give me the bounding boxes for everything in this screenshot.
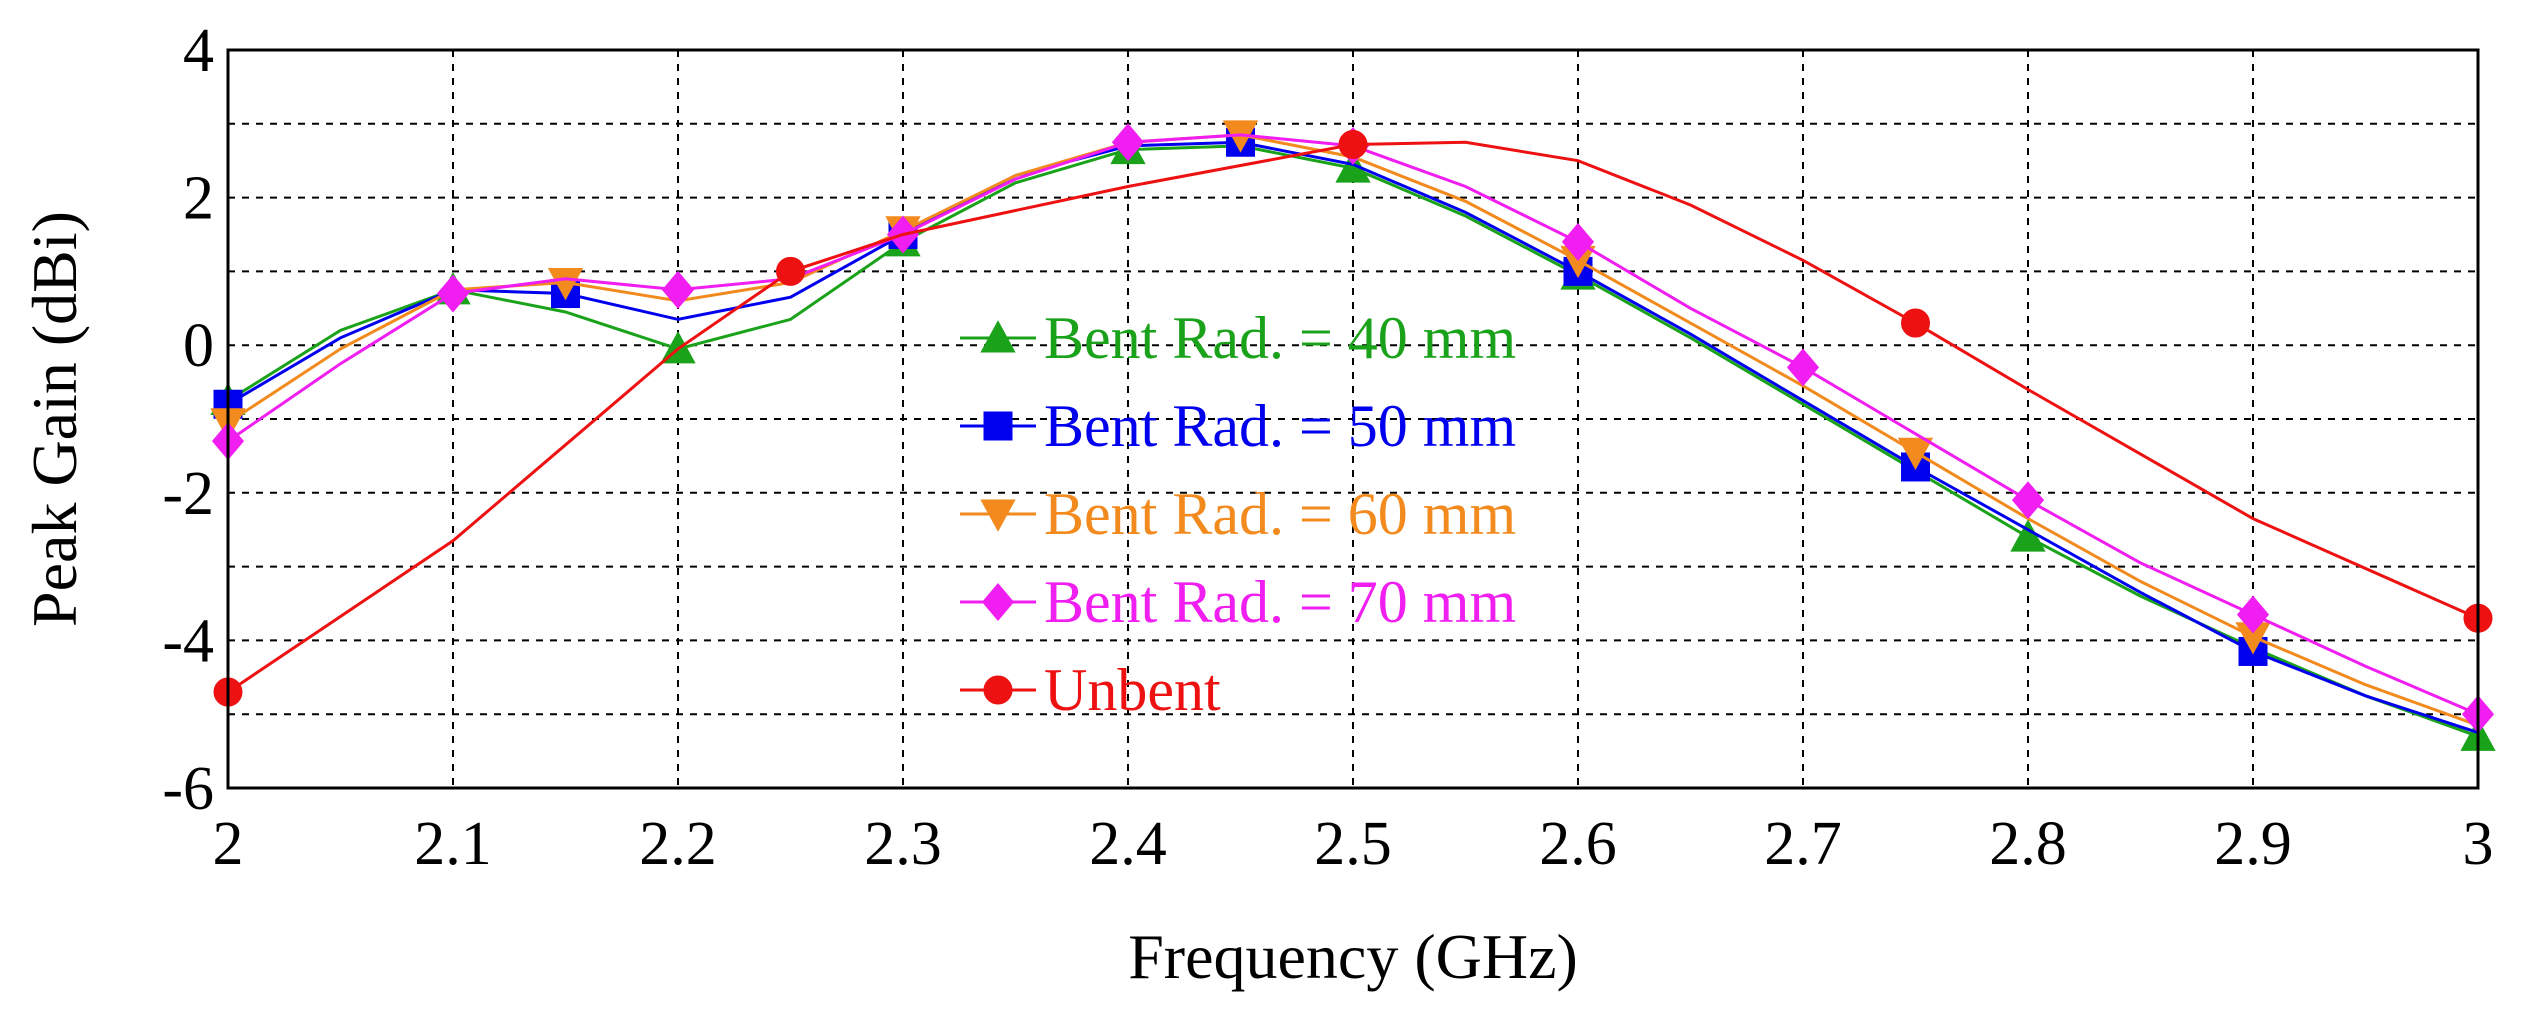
legend-label: Bent Rad. = 60 mm xyxy=(1044,481,1516,547)
data-point-marker xyxy=(2236,595,2270,634)
legend-label: Unbent xyxy=(1044,657,1221,723)
x-tick-label: 2.4 xyxy=(1089,810,1167,878)
legend-swatch-marker xyxy=(983,675,1013,705)
plot-frame xyxy=(226,48,2480,790)
x-tick-label: 2 xyxy=(213,810,244,878)
data-point-marker xyxy=(1786,348,1820,387)
y-tick-label: 4 xyxy=(183,17,214,85)
data-point-marker xyxy=(1111,123,1145,162)
x-tick-label: 2.8 xyxy=(1989,810,2067,878)
y-axis-title: Peak Gain (dBi) xyxy=(19,211,90,627)
legend-item: Bent Rad. = 50 mm xyxy=(960,393,1516,459)
x-tick-label: 2.9 xyxy=(2214,810,2292,878)
legend-label: Bent Rad. = 70 mm xyxy=(1044,569,1516,635)
legend-item: Bent Rad. = 40 mm xyxy=(960,305,1516,371)
legend-label: Bent Rad. = 40 mm xyxy=(1044,305,1516,371)
legend-swatch-marker xyxy=(980,499,1016,532)
legend-item: Bent Rad. = 60 mm xyxy=(960,481,1516,547)
legend-swatch-marker xyxy=(981,583,1015,621)
series-line xyxy=(227,140,2479,694)
x-tick-label: 2.7 xyxy=(1764,810,1842,878)
data-point-marker xyxy=(1561,222,1595,261)
y-tick-label: -2 xyxy=(162,460,214,528)
legend-item: Unbent xyxy=(960,657,1221,723)
x-tick-label: 2.5 xyxy=(1314,810,1392,878)
data-point-marker xyxy=(1897,437,1934,471)
legend: Bent Rad. = 40 mm Bent Rad. = 50 mm Bent R… xyxy=(960,305,1516,723)
data-point-marker xyxy=(2011,481,2045,520)
x-axis-title: Frequency (GHz) xyxy=(1128,921,1578,992)
data-point-marker xyxy=(436,274,470,313)
legend-label: Bent Rad. = 50 mm xyxy=(1044,393,1516,459)
y-tick-label: 0 xyxy=(183,312,214,380)
y-tick-label: -6 xyxy=(162,755,214,823)
data-point-marker xyxy=(547,267,584,301)
grid-lines xyxy=(228,50,2478,788)
y-tick-label: 2 xyxy=(183,165,214,233)
data-point-marker xyxy=(1901,308,1930,338)
x-tick-label: 3 xyxy=(2463,810,2494,878)
x-tick-label: 2.3 xyxy=(864,810,942,878)
legend-swatch-marker xyxy=(983,411,1013,441)
x-axis-ticks: 2 2.1 2.2 2.3 2.4 2.5 2.6 2.7 2.8 2.9 3 xyxy=(213,810,2494,878)
data-point-marker xyxy=(1338,129,1368,159)
y-tick-label: -4 xyxy=(162,607,214,675)
x-tick-label: 2.6 xyxy=(1539,810,1617,878)
x-tick-label: 2.2 xyxy=(639,810,717,878)
data-point-marker xyxy=(776,256,805,286)
data-point-marker xyxy=(661,270,695,309)
series-layer xyxy=(210,120,2496,751)
x-tick-label: 2.1 xyxy=(414,810,492,878)
legend-swatch-marker xyxy=(980,320,1016,353)
legend-item: Bent Rad. = 70 mm xyxy=(960,569,1516,635)
y-axis-ticks: -6 -4 -2 0 2 4 xyxy=(162,17,214,823)
